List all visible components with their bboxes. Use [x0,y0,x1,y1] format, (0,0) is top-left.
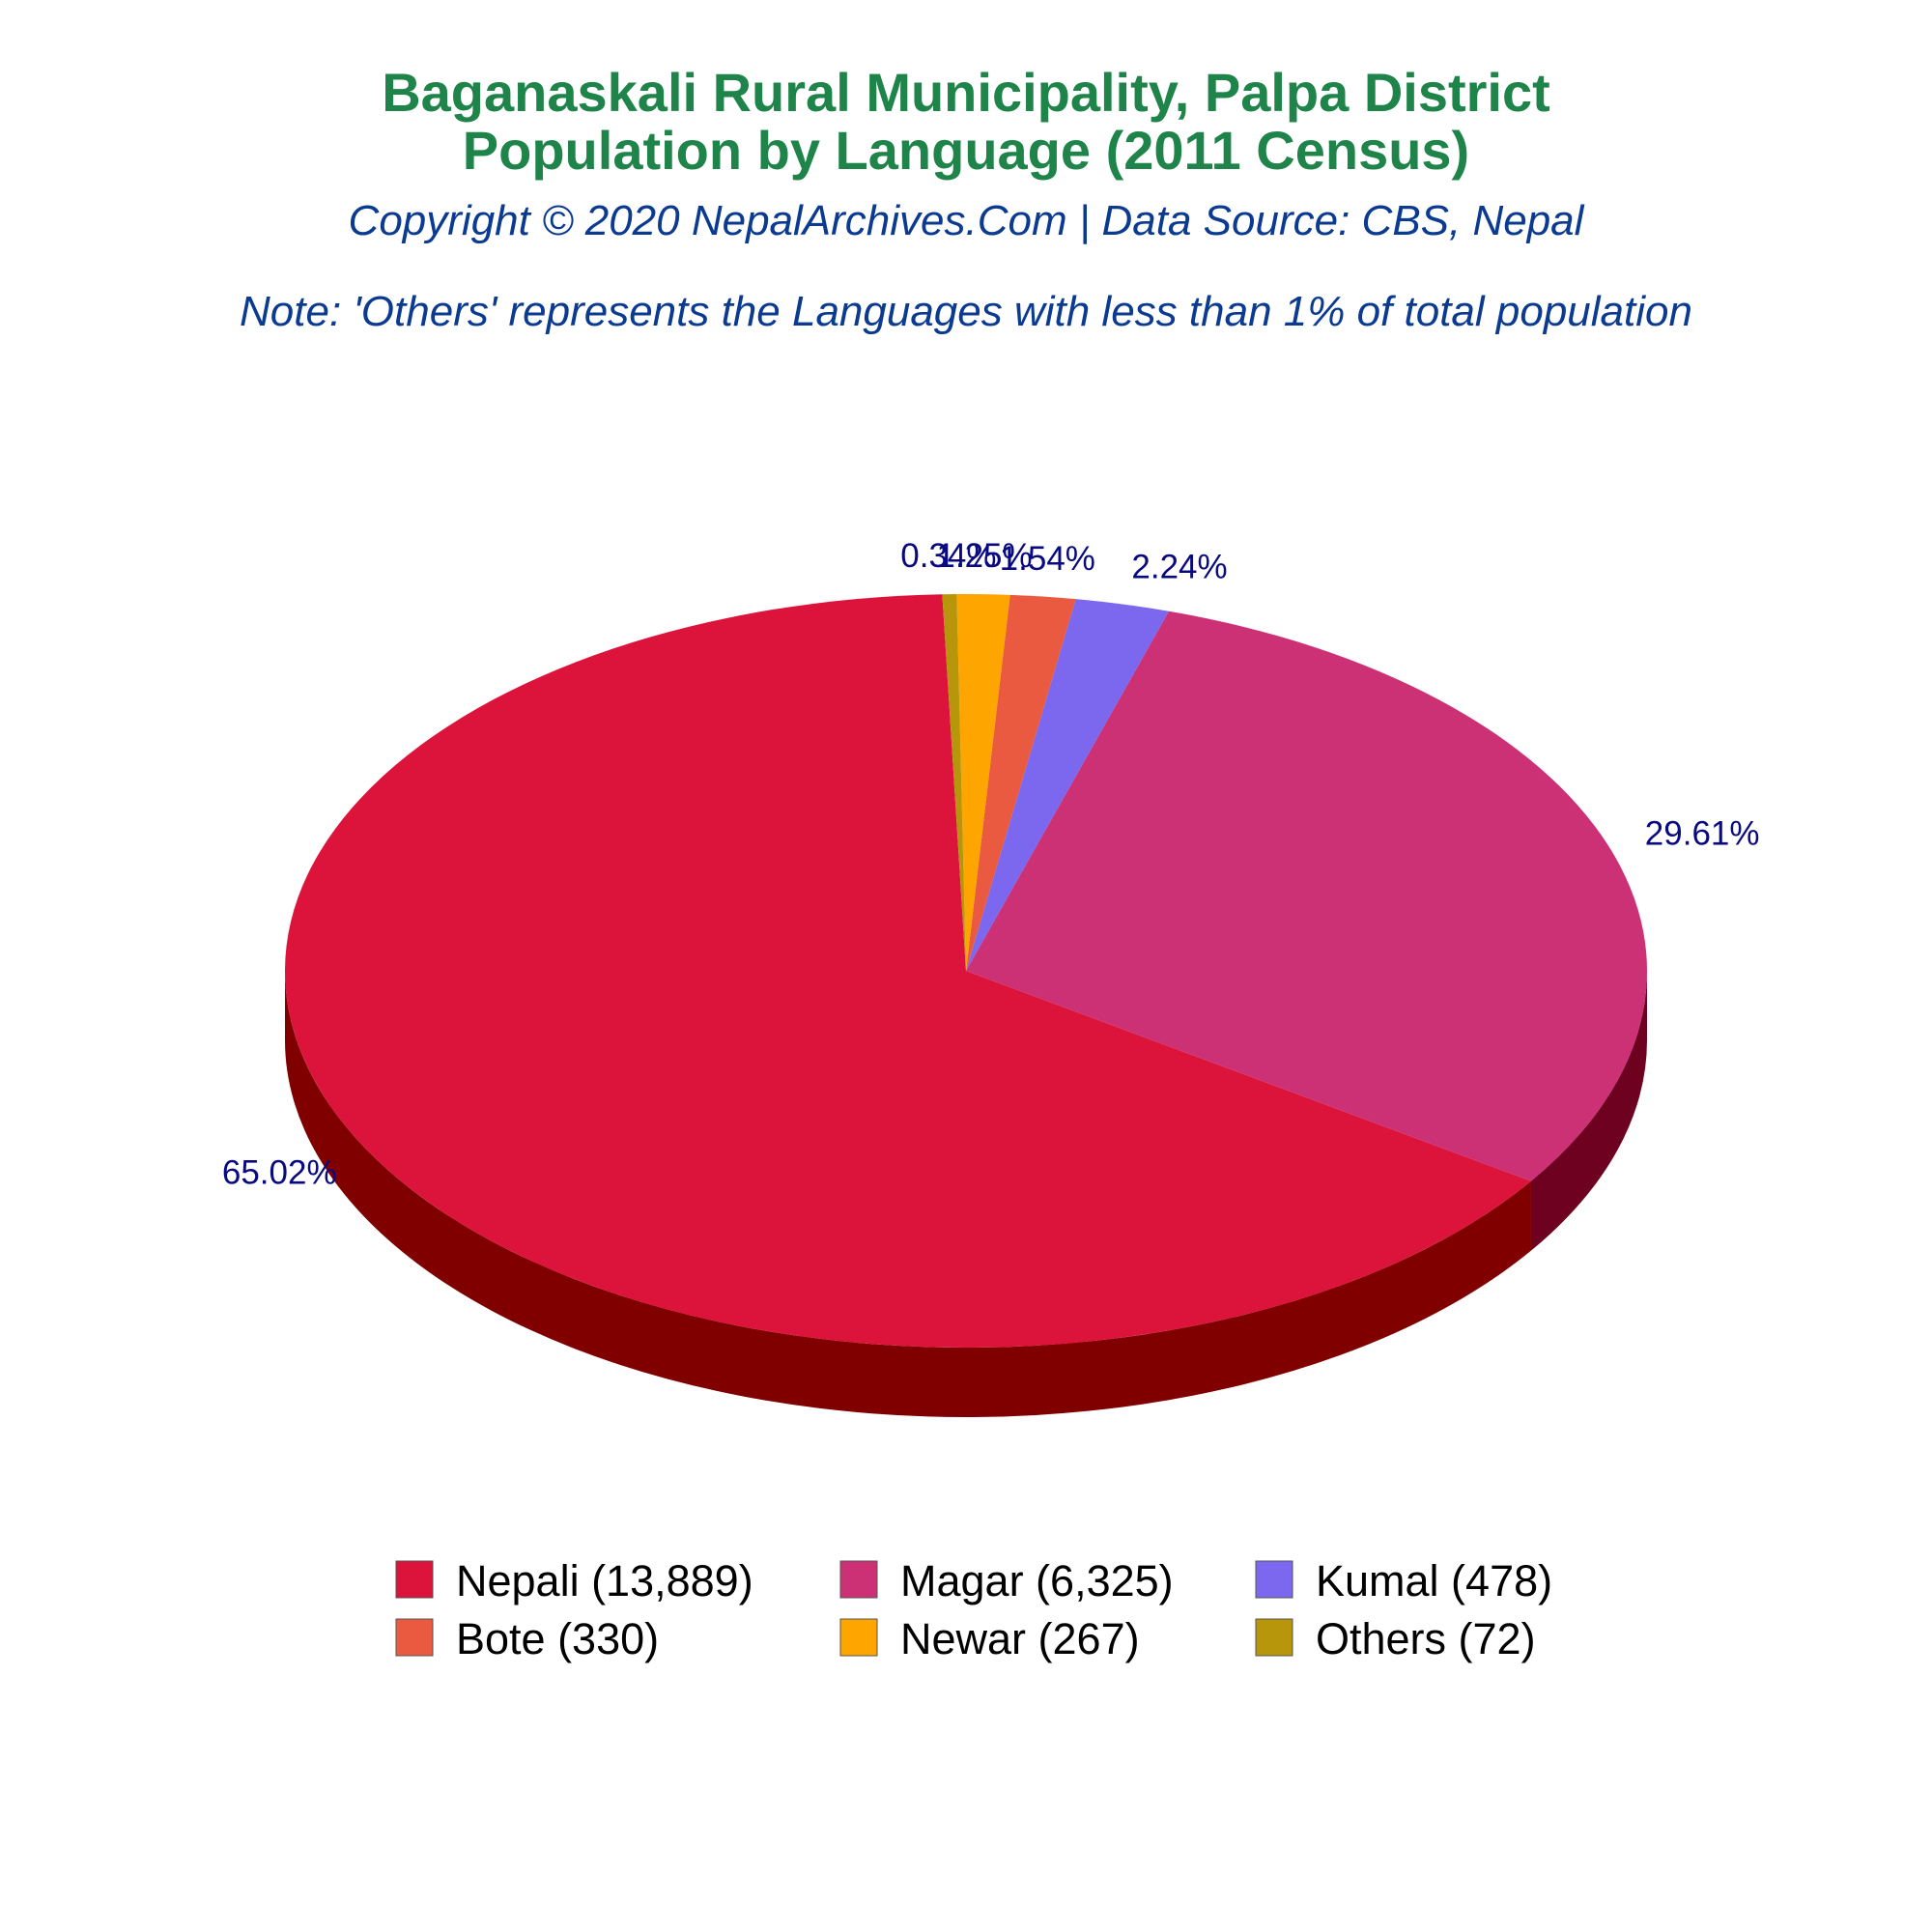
legend-swatch-nepali [395,1560,434,1599]
chart-subtitle: Copyright © 2020 NepalArchives.Com | Dat… [349,197,1585,244]
pct-label-bote: 1.54% [1000,540,1095,578]
pie-slice-nepali [285,594,1531,1348]
legend-label-others: Others (72) [1316,1614,1536,1663]
chart-note: Note: 'Others' represents the Languages … [240,288,1692,335]
chart-title-line-2: Population by Language (2011 Census) [463,120,1469,181]
pie-slice-kumal [966,599,1170,971]
legend-swatch-magar [839,1560,878,1599]
chart-title-line-1: Baganaskali Rural Municipality, Palpa Di… [382,62,1550,123]
pct-label-nepali: 65.02% [222,1154,337,1192]
legend-swatch-kumal [1255,1560,1293,1599]
legend-label-magar: Magar (6,325) [900,1556,1174,1605]
pie-side-walls [285,971,1647,1418]
legend-label-newar: Newar (267) [900,1614,1140,1663]
legend-swatch-bote [395,1618,434,1657]
legend-swatch-newar [839,1618,878,1657]
pct-label-others: 0.34% [900,537,996,575]
pie-slice-newar [956,594,1010,971]
pie-slice-others [942,594,966,971]
pie-slice-magar [966,611,1647,1181]
pie-side-nepali [285,971,1531,1418]
pie-percent-labels: 65.02% 29.61% 2.24% 1.54%1.25%0.34% [222,537,1760,1192]
pie-side-magar [1530,971,1647,1251]
legend-label-kumal: Kumal (478) [1316,1556,1552,1605]
pct-label-kumal: 2.24% [1131,549,1227,586]
legend-label-bote: Bote (330) [456,1614,659,1663]
legend-swatch-others [1255,1618,1293,1657]
pct-label-newar: 1.25% [936,537,1032,575]
pie-slice-bote [966,594,1076,971]
pie-slices [285,594,1647,1348]
legend-label-nepali: Nepali (13,889) [456,1556,753,1605]
pct-label-magar: 29.61% [1645,814,1760,852]
legend: Nepali (13,889) Magar (6,325) Kumal (478) B… [395,1556,1552,1663]
